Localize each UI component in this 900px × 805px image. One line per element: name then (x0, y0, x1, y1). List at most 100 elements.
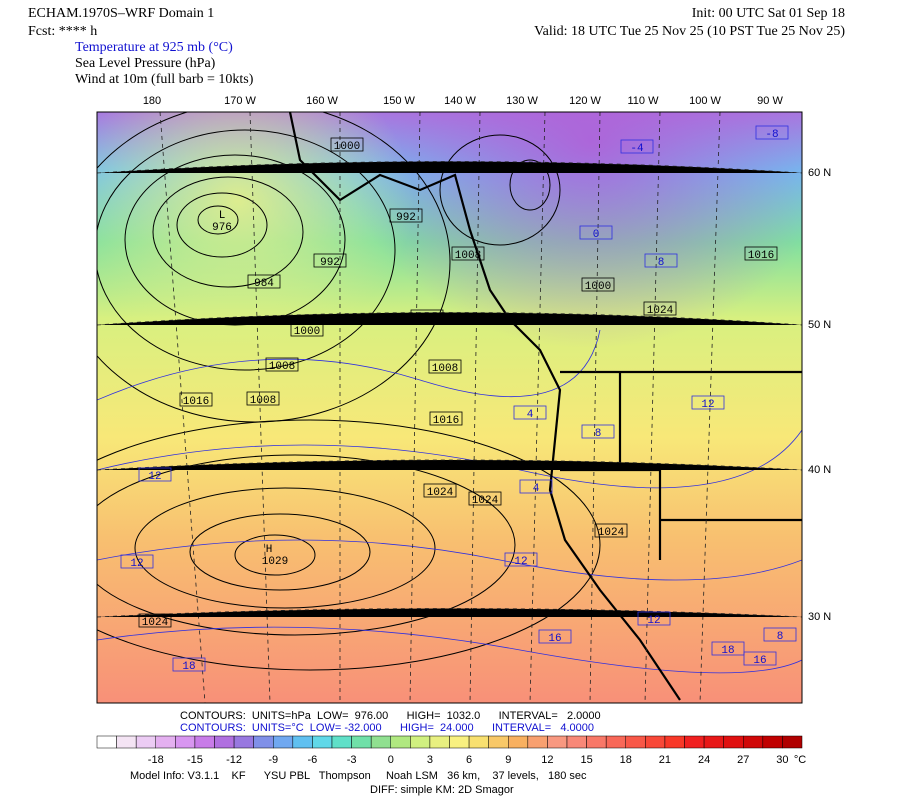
longitude-label: 160 W (306, 95, 338, 107)
pressure-label: 1016 (433, 415, 459, 427)
pressure-label-box (423, 483, 457, 498)
colorbar-swatch (488, 735, 509, 749)
temperature-label-box (644, 253, 678, 268)
pressure-label: 992 (396, 212, 416, 224)
pressure-label: 1016 (748, 250, 774, 262)
colorbar-swatch (743, 735, 764, 749)
colorbar-swatch (508, 735, 529, 749)
colorbar-swatch (586, 735, 607, 749)
colorbar-swatch (273, 735, 294, 749)
map-area (97, 112, 802, 703)
colorbar-swatch (175, 735, 196, 749)
temperature-label: 0 (593, 229, 600, 241)
longitude-label: 110 W (628, 95, 660, 107)
temperature-label: 18 (182, 661, 195, 673)
longitude-label: 180 (143, 95, 161, 107)
colorbar-swatch (605, 735, 627, 749)
latitude-label: 40 N (808, 464, 831, 476)
colorbar-unit: °C (794, 754, 806, 766)
colorbar-label: 27 (737, 754, 749, 766)
colorbar-label: 30 (776, 754, 788, 766)
colorbar-label: 12 (541, 754, 553, 766)
colorbar-swatch (135, 735, 157, 749)
pressure-label-box (313, 253, 347, 268)
low-value: 976 (212, 222, 232, 234)
colorbar-swatch (155, 735, 176, 749)
colorbar-swatch (253, 735, 274, 749)
pressure-label: 984 (254, 278, 274, 290)
pressure-label-box (389, 208, 423, 223)
colorbar-swatch (684, 735, 705, 749)
colorbar-swatch (194, 735, 215, 749)
temperature-label-box (513, 405, 547, 420)
temperature-label-box (763, 627, 797, 642)
colorbar-swatch (214, 735, 235, 749)
diff-info: DIFF: simple KM: 2D Smagor (370, 784, 514, 796)
longitude-label: 130 W (506, 95, 538, 107)
temperature-label: 12 (514, 556, 527, 568)
temperature-label-box (755, 125, 789, 140)
latitude-label: 50 N (808, 319, 831, 331)
longitude-label: 140 W (444, 95, 476, 107)
colorbar-label: 6 (466, 754, 472, 766)
colorbar-label: -9 (268, 754, 278, 766)
pressure-label-box (265, 357, 299, 372)
longitude-label: 120 W (569, 95, 601, 107)
pressure-label: 1000 (585, 281, 611, 293)
pressure-label: 1008 (250, 395, 276, 407)
colorbar-swatch (645, 735, 666, 749)
colorbar-label: 21 (659, 754, 671, 766)
colorbar-swatch (566, 735, 587, 749)
colorbar-swatch (664, 735, 685, 749)
temperature-label: 12 (647, 615, 660, 627)
temperature-label: 4 (533, 483, 540, 495)
high-symbol: H (266, 544, 273, 556)
colorbar-swatch (547, 735, 568, 749)
colorbar-swatch (782, 735, 803, 749)
pressure-label-box (179, 392, 213, 407)
colorbar-label: 15 (580, 754, 592, 766)
colorbar-label: -12 (226, 754, 242, 766)
forecast-hour: Fcst: **** h (28, 24, 97, 39)
colorbar-swatch (429, 735, 450, 749)
colorbar-label: 3 (427, 754, 433, 766)
temperature-label: 12 (148, 471, 161, 483)
colorbar-swatch (410, 735, 431, 749)
colorbar-swatch (723, 735, 744, 749)
pressure-label: 992 (320, 257, 340, 269)
latitude-label: 60 N (808, 167, 831, 179)
colorbar-swatch (116, 735, 137, 749)
temperature-label: 18 (721, 645, 734, 657)
temperature-label-box (538, 629, 572, 644)
temperature-contour-info: CONTOURS: UNITS=°C LOW= -32.000 HIGH= 24… (180, 722, 594, 734)
temperature-label: 8 (658, 257, 665, 269)
pressure-label-box (451, 246, 485, 261)
colorbar-swatch (96, 735, 117, 749)
temperature-label: 12 (701, 399, 714, 411)
pressure-label-box (290, 322, 324, 337)
colorbar-swatch (312, 735, 333, 749)
temperature-label-box (581, 424, 615, 439)
pressure-label: 1024 (598, 527, 625, 539)
colorbar-swatch (527, 735, 548, 749)
colorbar-label: -18 (148, 754, 164, 766)
colorbar-swatch (762, 735, 783, 749)
pressure-label-box (410, 309, 444, 324)
field-pressure: Sea Level Pressure (hPa) (75, 56, 216, 71)
temperature-label: 16 (753, 655, 766, 667)
temperature-label-box (172, 657, 206, 672)
colorbar-swatch (331, 735, 352, 749)
init-time: Init: 00 UTC Sat 01 Sep 18 (692, 6, 845, 21)
pressure-label-box (138, 613, 172, 628)
temperature-label-box (504, 552, 538, 567)
temperature-label-box (138, 467, 172, 482)
colorbar-swatch (390, 735, 411, 749)
colorbar-label: 24 (698, 754, 710, 766)
longitude-label: 150 W (383, 95, 415, 107)
temperature-label: 4 (527, 409, 534, 421)
pressure-label-box (643, 301, 677, 316)
pressure-label: 1016 (183, 396, 209, 408)
pressure-label-box (428, 359, 462, 374)
pressure-label-box (594, 523, 628, 538)
